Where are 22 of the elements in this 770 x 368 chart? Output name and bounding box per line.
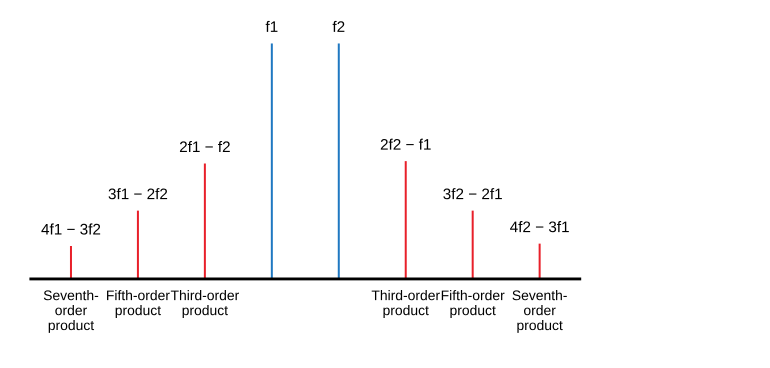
bar	[472, 210, 474, 279]
annotation: 3f2 − 2f1	[443, 188, 502, 200]
bar	[338, 43, 340, 279]
annotation: 4f1 − 3f2	[41, 223, 100, 235]
annotation: 2f2 − f1	[380, 138, 431, 150]
annotation: 4f2 − 3f1	[510, 221, 569, 232]
text: f1	[266, 20, 278, 32]
x-tick-label: Third-order product	[372, 290, 440, 318]
bar	[538, 244, 541, 279]
annotation: 3f1 − 2f2	[108, 188, 168, 200]
bar	[270, 43, 273, 279]
text: f2	[332, 20, 344, 32]
x-tick-label: Seventh- order product	[512, 290, 567, 333]
bar	[70, 246, 72, 279]
x-tick-label: Third-order product	[170, 290, 239, 318]
annotation: 2f1 − f2	[180, 140, 230, 152]
x-tick-label: Seventh- order product	[44, 290, 98, 333]
x-tick-label: Fifth-order product	[107, 290, 170, 318]
bar	[404, 161, 407, 279]
bar	[204, 164, 206, 279]
bar	[136, 210, 139, 279]
x-tick-label: Fifth-order product	[442, 290, 504, 318]
